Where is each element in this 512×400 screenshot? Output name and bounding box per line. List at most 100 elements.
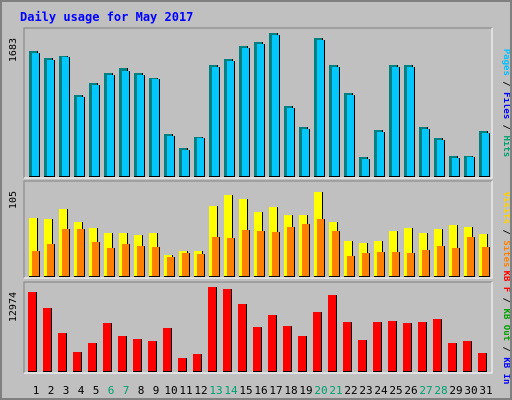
panel-top-bar-files-28: [437, 140, 444, 176]
panel-bottom-bar-kb-f-12: [193, 354, 201, 371]
panel-top-bar-files-18: [287, 108, 294, 176]
panel-top-tick-label: 1683: [8, 38, 19, 62]
panel-middle-bar-sites-22: [347, 256, 354, 276]
day-label-9: 9: [153, 384, 160, 397]
panel-middle-bar-sites-5: [92, 242, 99, 276]
panel-bottom-shadow: [23, 281, 492, 373]
panel-middle-bar-sites-24: [377, 252, 384, 276]
day-label-7: 7: [123, 384, 130, 397]
panel-bottom-axis-label: KB F / KB Out / KB In: [501, 271, 510, 385]
panel-bottom-bar-kb-f-30: [463, 341, 471, 371]
panel-top-bar-files-19: [302, 129, 309, 176]
panel-top-bar-files-11: [182, 150, 189, 176]
panel-top-bar-files-30: [467, 157, 474, 176]
panel-bottom-axis-label-part-3: /: [501, 341, 510, 357]
panel-top-bar-files-16: [257, 44, 264, 176]
panel-bottom-bar-kb-f-10: [163, 328, 171, 371]
panel-top-axis-label-part-4: Hits: [501, 136, 510, 158]
panel-bottom-bar-kb-f-7: [118, 336, 126, 371]
panel-top-axis-label-part-3: /: [501, 119, 510, 135]
panel-middle-bar-sites-18: [287, 227, 294, 276]
day-label-31: 31: [479, 384, 492, 397]
panel-middle-bar-sites-19: [302, 224, 309, 276]
panel-middle-bar-sites-30: [467, 237, 474, 276]
panel-bottom-bar-kb-f-3: [58, 333, 66, 371]
panel-bottom-bar-kb-f-16: [253, 327, 261, 371]
panel-bottom-bar-kb-f-14: [223, 289, 231, 371]
panel-middle-bar-sites-7: [122, 244, 129, 276]
panel-bottom-bar-kb-f-6: [103, 323, 111, 371]
day-label-20: 20: [314, 384, 327, 397]
panel-top-axis-label-part-1: /: [501, 76, 510, 92]
panel-top-bar-files-23: [362, 159, 369, 176]
panel-top-bar-files-31: [482, 133, 489, 176]
panel-middle-bar-sites-16: [257, 231, 264, 276]
panel-middle-bar-sites-12: [197, 254, 204, 276]
panel-top-bar-files-10: [167, 136, 174, 176]
panel-middle-bar-visits-26: [404, 228, 412, 276]
day-label-24: 24: [374, 384, 388, 397]
panel-middle-bar-sites-28: [437, 246, 444, 276]
panel-bottom-axis-label-part-0: KB F: [501, 271, 510, 293]
day-label-26: 26: [404, 384, 417, 397]
day-label-10: 10: [164, 384, 177, 397]
panel-top-bar-files-26: [407, 67, 414, 176]
panel-middle-bar-sites-2: [47, 244, 54, 276]
panel-top-bar-files-29: [452, 158, 459, 176]
panel-bottom-bar-kb-f-19: [298, 336, 306, 371]
panel-middle-bar-sites-15: [242, 230, 249, 276]
panel-bottom-bar-kb-f-2: [43, 308, 51, 371]
panel-middle-bar-sites-17: [272, 232, 279, 276]
day-label-30: 30: [464, 384, 477, 397]
day-label-13: 13: [209, 384, 222, 397]
panel-middle-bar-visits-1: [29, 218, 37, 276]
panel-middle-tick-label: 105: [8, 191, 19, 209]
panel-top-axis-label: Pages / Files / Hits: [501, 49, 510, 157]
panel-middle-bar-sites-27: [422, 250, 429, 276]
day-label-14: 14: [224, 384, 238, 397]
panel-bottom-highlight: [24, 282, 493, 374]
panel-bottom-bar-kb-f-21: [328, 295, 336, 371]
panel-top-bar-files-27: [422, 129, 429, 176]
day-label-2: 2: [48, 384, 55, 397]
panel-bottom-bar-kb-f-18: [283, 326, 291, 371]
panel-middle-bar-visits-14: [224, 195, 232, 276]
panel-top-bar-files-1: [32, 53, 39, 176]
panel-top-bar-files-22: [347, 95, 354, 176]
panel-middle-bar-sites-13: [212, 237, 219, 276]
day-label-23: 23: [359, 384, 372, 397]
panel-top-bar-files-4: [77, 97, 84, 176]
day-label-21: 21: [329, 384, 342, 397]
panel-bottom-bar-kb-f-29: [448, 343, 456, 371]
panel-middle-bar-sites-20: [317, 219, 324, 276]
panel-bottom-bar-kb-f-28: [433, 319, 441, 371]
panel-top-bar-files-14: [227, 61, 234, 176]
panel-top-axis-label-part-2: Files: [501, 92, 510, 119]
panel-bottom-bar-kb-f-8: [133, 339, 141, 371]
panel-middle-axis-label-part-1: /: [501, 224, 510, 240]
panel-bottom-axis-label-part-4: KB In: [501, 357, 510, 384]
day-label-15: 15: [239, 384, 252, 397]
panel-top-bar-files-21: [332, 67, 339, 176]
panel-bottom-bar-kb-f-9: [148, 341, 156, 371]
panel-middle-bar-sites-8: [137, 246, 144, 276]
panel-middle-bar-sites-4: [77, 229, 84, 276]
panel-top-bar-files-17: [272, 35, 279, 176]
panel-top-bar-files-20: [317, 40, 324, 176]
panel-bottom-tick-label: 12974: [8, 292, 19, 322]
day-label-5: 5: [93, 384, 100, 397]
panel-middle-bar-sites-25: [392, 252, 399, 276]
day-label-1: 1: [33, 384, 40, 397]
day-label-11: 11: [179, 384, 192, 397]
day-label-27: 27: [419, 384, 432, 397]
panel-middle-bar-sites-9: [152, 247, 159, 276]
panel-middle-bar-sites-23: [362, 253, 369, 276]
panel-bottom-bar-kb-f-27: [418, 322, 426, 371]
panel-middle-axis-label-part-0: Visits: [501, 192, 510, 225]
day-label-19: 19: [299, 384, 312, 397]
panel-middle-axis-label: Visits / Sites: [501, 192, 510, 268]
day-label-22: 22: [344, 384, 357, 397]
panel-top-bar-files-7: [122, 71, 129, 176]
panel-top-bar-files-3: [62, 57, 69, 176]
